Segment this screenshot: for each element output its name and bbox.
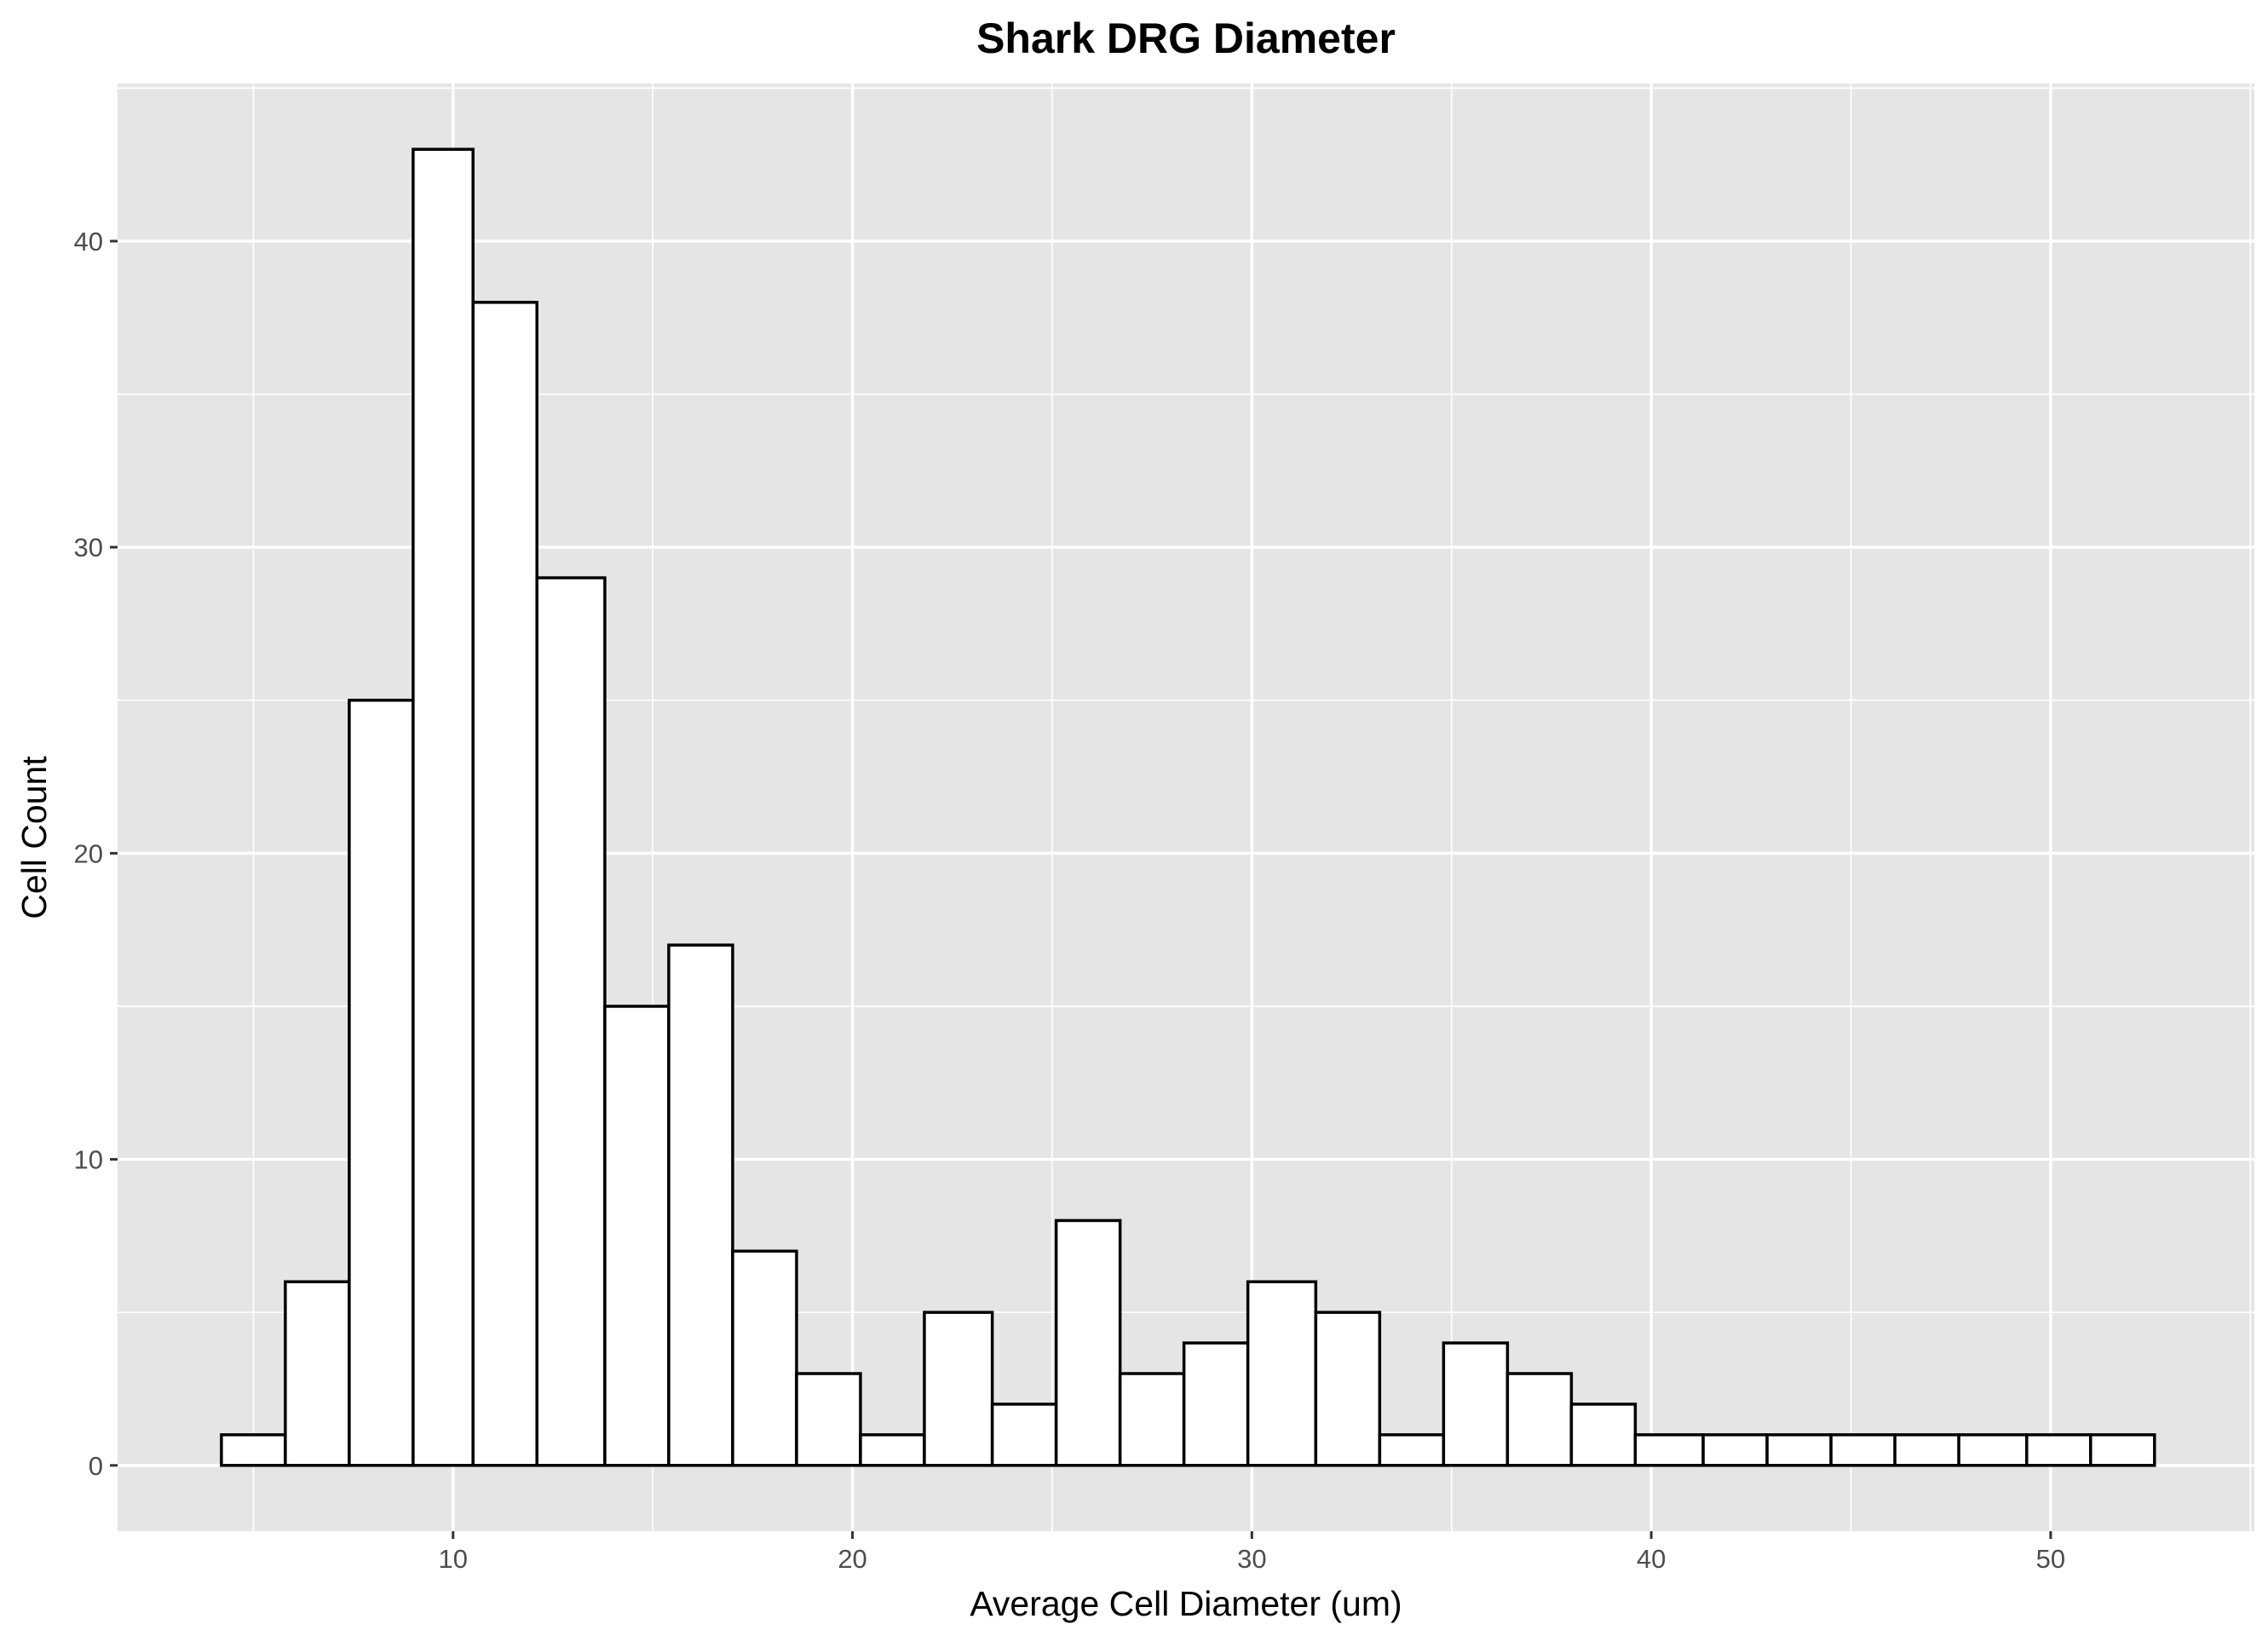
y-tick-label: 10 xyxy=(74,1145,103,1175)
y-tick-label: 20 xyxy=(74,838,103,868)
histogram-bar xyxy=(1765,1433,1833,1467)
histogram-bar xyxy=(1378,1433,1446,1467)
chart-title: Shark DRG Diameter xyxy=(976,14,1396,62)
histogram-bar xyxy=(1505,1372,1574,1467)
histogram-bar xyxy=(535,576,607,1467)
y-axis-label: Cell Count xyxy=(14,756,54,919)
x-axis-tick-labels: 10 20 30 40 50 xyxy=(439,1544,2066,1574)
histogram-bar xyxy=(348,699,415,1467)
histogram-bar xyxy=(1442,1341,1510,1467)
histogram-bar xyxy=(923,1311,994,1467)
histogram-bars xyxy=(220,147,2156,1467)
x-tick-label: 50 xyxy=(2036,1544,2065,1574)
histogram-bar xyxy=(731,1249,798,1467)
histogram-bar xyxy=(2025,1433,2092,1467)
histogram-bar xyxy=(1054,1218,1122,1467)
histogram-bar xyxy=(1957,1433,2029,1467)
axis-ticks xyxy=(110,239,2052,1539)
histogram-bar xyxy=(284,1280,351,1467)
histogram-bar xyxy=(412,147,475,1467)
y-tick-label: 30 xyxy=(74,533,103,562)
x-tick-label: 10 xyxy=(439,1544,468,1574)
histogram-bar xyxy=(1829,1433,1897,1467)
histogram-bar xyxy=(1118,1372,1186,1467)
histogram-bar xyxy=(795,1372,862,1467)
x-tick-label: 20 xyxy=(838,1544,866,1574)
x-axis-label: Average Cell Diameter (um) xyxy=(970,1584,1402,1623)
histogram-bar xyxy=(1182,1341,1250,1467)
histogram-bar xyxy=(1701,1433,1769,1467)
histogram-bar xyxy=(220,1433,287,1467)
histogram-bar xyxy=(859,1433,926,1467)
histogram-bar xyxy=(990,1403,1058,1467)
histogram-bar xyxy=(1569,1403,1638,1467)
histogram-bar xyxy=(2089,1433,2156,1467)
histogram-bar xyxy=(1893,1433,1960,1467)
histogram-bar xyxy=(471,301,538,1467)
x-tick-label: 40 xyxy=(1637,1544,1666,1574)
y-tick-label: 0 xyxy=(89,1451,103,1481)
histogram-bar xyxy=(1314,1311,1382,1467)
y-tick-label: 40 xyxy=(74,227,103,256)
y-axis-tick-labels: 0 10 20 30 40 xyxy=(74,227,103,1481)
histogram-bar xyxy=(603,1005,671,1467)
histogram-bar xyxy=(1633,1433,1705,1467)
histogram-bar xyxy=(667,943,734,1467)
x-tick-label: 30 xyxy=(1237,1544,1266,1574)
histogram-bar xyxy=(1246,1280,1318,1467)
